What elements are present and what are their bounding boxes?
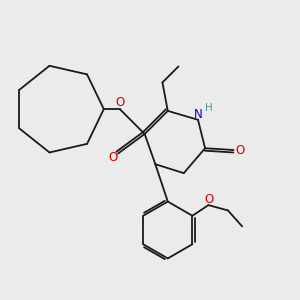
Text: O: O	[205, 193, 214, 206]
Text: N: N	[194, 108, 203, 121]
Text: O: O	[108, 151, 117, 164]
Text: O: O	[235, 143, 244, 157]
Text: H: H	[206, 103, 213, 113]
Text: O: O	[115, 96, 124, 109]
